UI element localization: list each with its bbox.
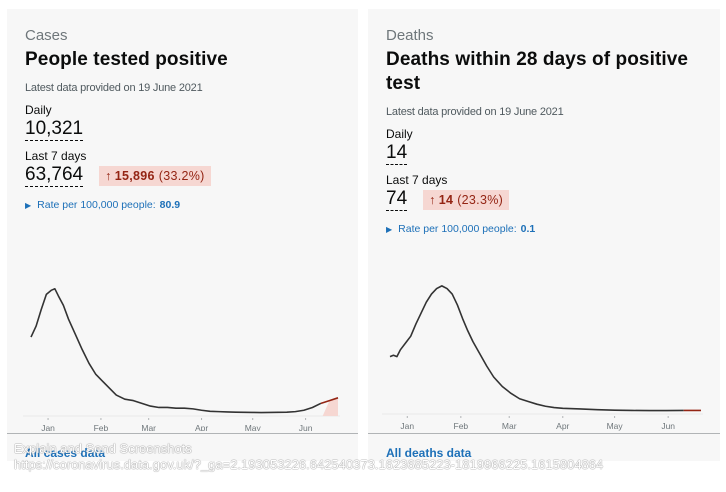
daily-label: Daily xyxy=(386,127,413,141)
triangle-right-icon: ▶ xyxy=(386,224,393,234)
x-tick-label: May xyxy=(607,421,624,431)
overlay-title: Explain and Send Screenshots xyxy=(14,441,192,456)
triangle-right-icon: ▶ xyxy=(25,200,32,210)
last-7-days-value[interactable]: 63,764 xyxy=(25,164,84,187)
arrow-up-icon: ↑ xyxy=(105,168,112,183)
latest-data-date: Latest data provided on 19 June 2021 xyxy=(386,106,564,118)
change-value: 14 xyxy=(438,192,454,207)
last-7-days-label: Last 7 days xyxy=(25,149,87,163)
change-value: 15,896 xyxy=(114,168,155,183)
rate-toggle[interactable]: ▶ Rate per 100,000 people: 80.9 xyxy=(25,199,340,211)
card-title: Deaths within 28 days of positive test xyxy=(386,49,689,94)
change-badge: ↑ 15,896 (33.2%) xyxy=(99,165,211,186)
x-tick-label: Mar xyxy=(141,423,156,431)
highlight-area xyxy=(322,397,338,416)
arrow-up-icon: ↑ xyxy=(429,192,436,207)
series-line xyxy=(389,285,684,412)
x-tick-label: Apr xyxy=(556,421,569,431)
deaths-line-chart: Jan Feb Mar Apr May Jun xyxy=(382,285,703,431)
x-tick-label: May xyxy=(245,423,262,431)
card-caption: Cases xyxy=(25,27,68,44)
last-7-days-label: Last 7 days xyxy=(386,173,448,187)
rate-label: Rate per 100,000 people: xyxy=(37,199,156,211)
deaths-chart: Jan Feb Mar Apr May Jun xyxy=(368,261,720,431)
rate-value: 80.9 xyxy=(159,199,181,211)
cases-chart: Jan Feb Mar Apr May Jun xyxy=(7,261,358,431)
divider xyxy=(368,433,720,434)
screenshot-overlay: Explain and Send Screenshots https://cor… xyxy=(14,441,603,473)
deaths-card: Deaths Deaths within 28 days of positive… xyxy=(368,9,720,461)
change-percent: (23.3%) xyxy=(457,192,504,207)
change-percent: (33.2%) xyxy=(158,168,205,183)
rate-value: 0.1 xyxy=(520,223,536,235)
x-tick-label: Jun xyxy=(299,423,313,431)
daily-value[interactable]: 10,321 xyxy=(25,118,84,141)
card-caption: Deaths xyxy=(386,27,434,44)
change-badge: ↑ 14 (23.3%) xyxy=(423,189,510,210)
last-7-days-value[interactable]: 74 xyxy=(386,188,408,211)
rate-toggle[interactable]: ▶ Rate per 100,000 people: 0.1 xyxy=(386,223,702,235)
x-tick-label: Jan xyxy=(41,423,55,431)
all-cases-data-link[interactable]: All cases data xyxy=(25,446,106,460)
divider xyxy=(7,433,358,434)
x-tick-label: Feb xyxy=(94,423,109,431)
latest-data-date: Latest data provided on 19 June 2021 xyxy=(25,82,203,94)
rate-label: Rate per 100,000 people: xyxy=(398,223,517,235)
x-tick-label: Mar xyxy=(502,421,517,431)
overlay-url: https://coronavirus.data.gov.uk/?_ga=2.1… xyxy=(14,457,604,472)
x-tick-label: Jan xyxy=(400,421,414,431)
daily-value[interactable]: 14 xyxy=(386,142,408,165)
cases-card: Cases People tested positive Latest data… xyxy=(7,9,358,461)
x-tick-label: Jun xyxy=(661,421,675,431)
card-title: People tested positive xyxy=(25,49,228,70)
x-tick-label: Apr xyxy=(195,423,208,431)
cases-line-chart: Jan Feb Mar Apr May Jun xyxy=(23,288,340,431)
recent-series-line xyxy=(320,397,339,405)
daily-label: Daily xyxy=(25,103,52,117)
series-line xyxy=(30,288,322,414)
all-deaths-data-link[interactable]: All deaths data xyxy=(386,446,472,460)
x-tick-label: Feb xyxy=(454,421,469,431)
